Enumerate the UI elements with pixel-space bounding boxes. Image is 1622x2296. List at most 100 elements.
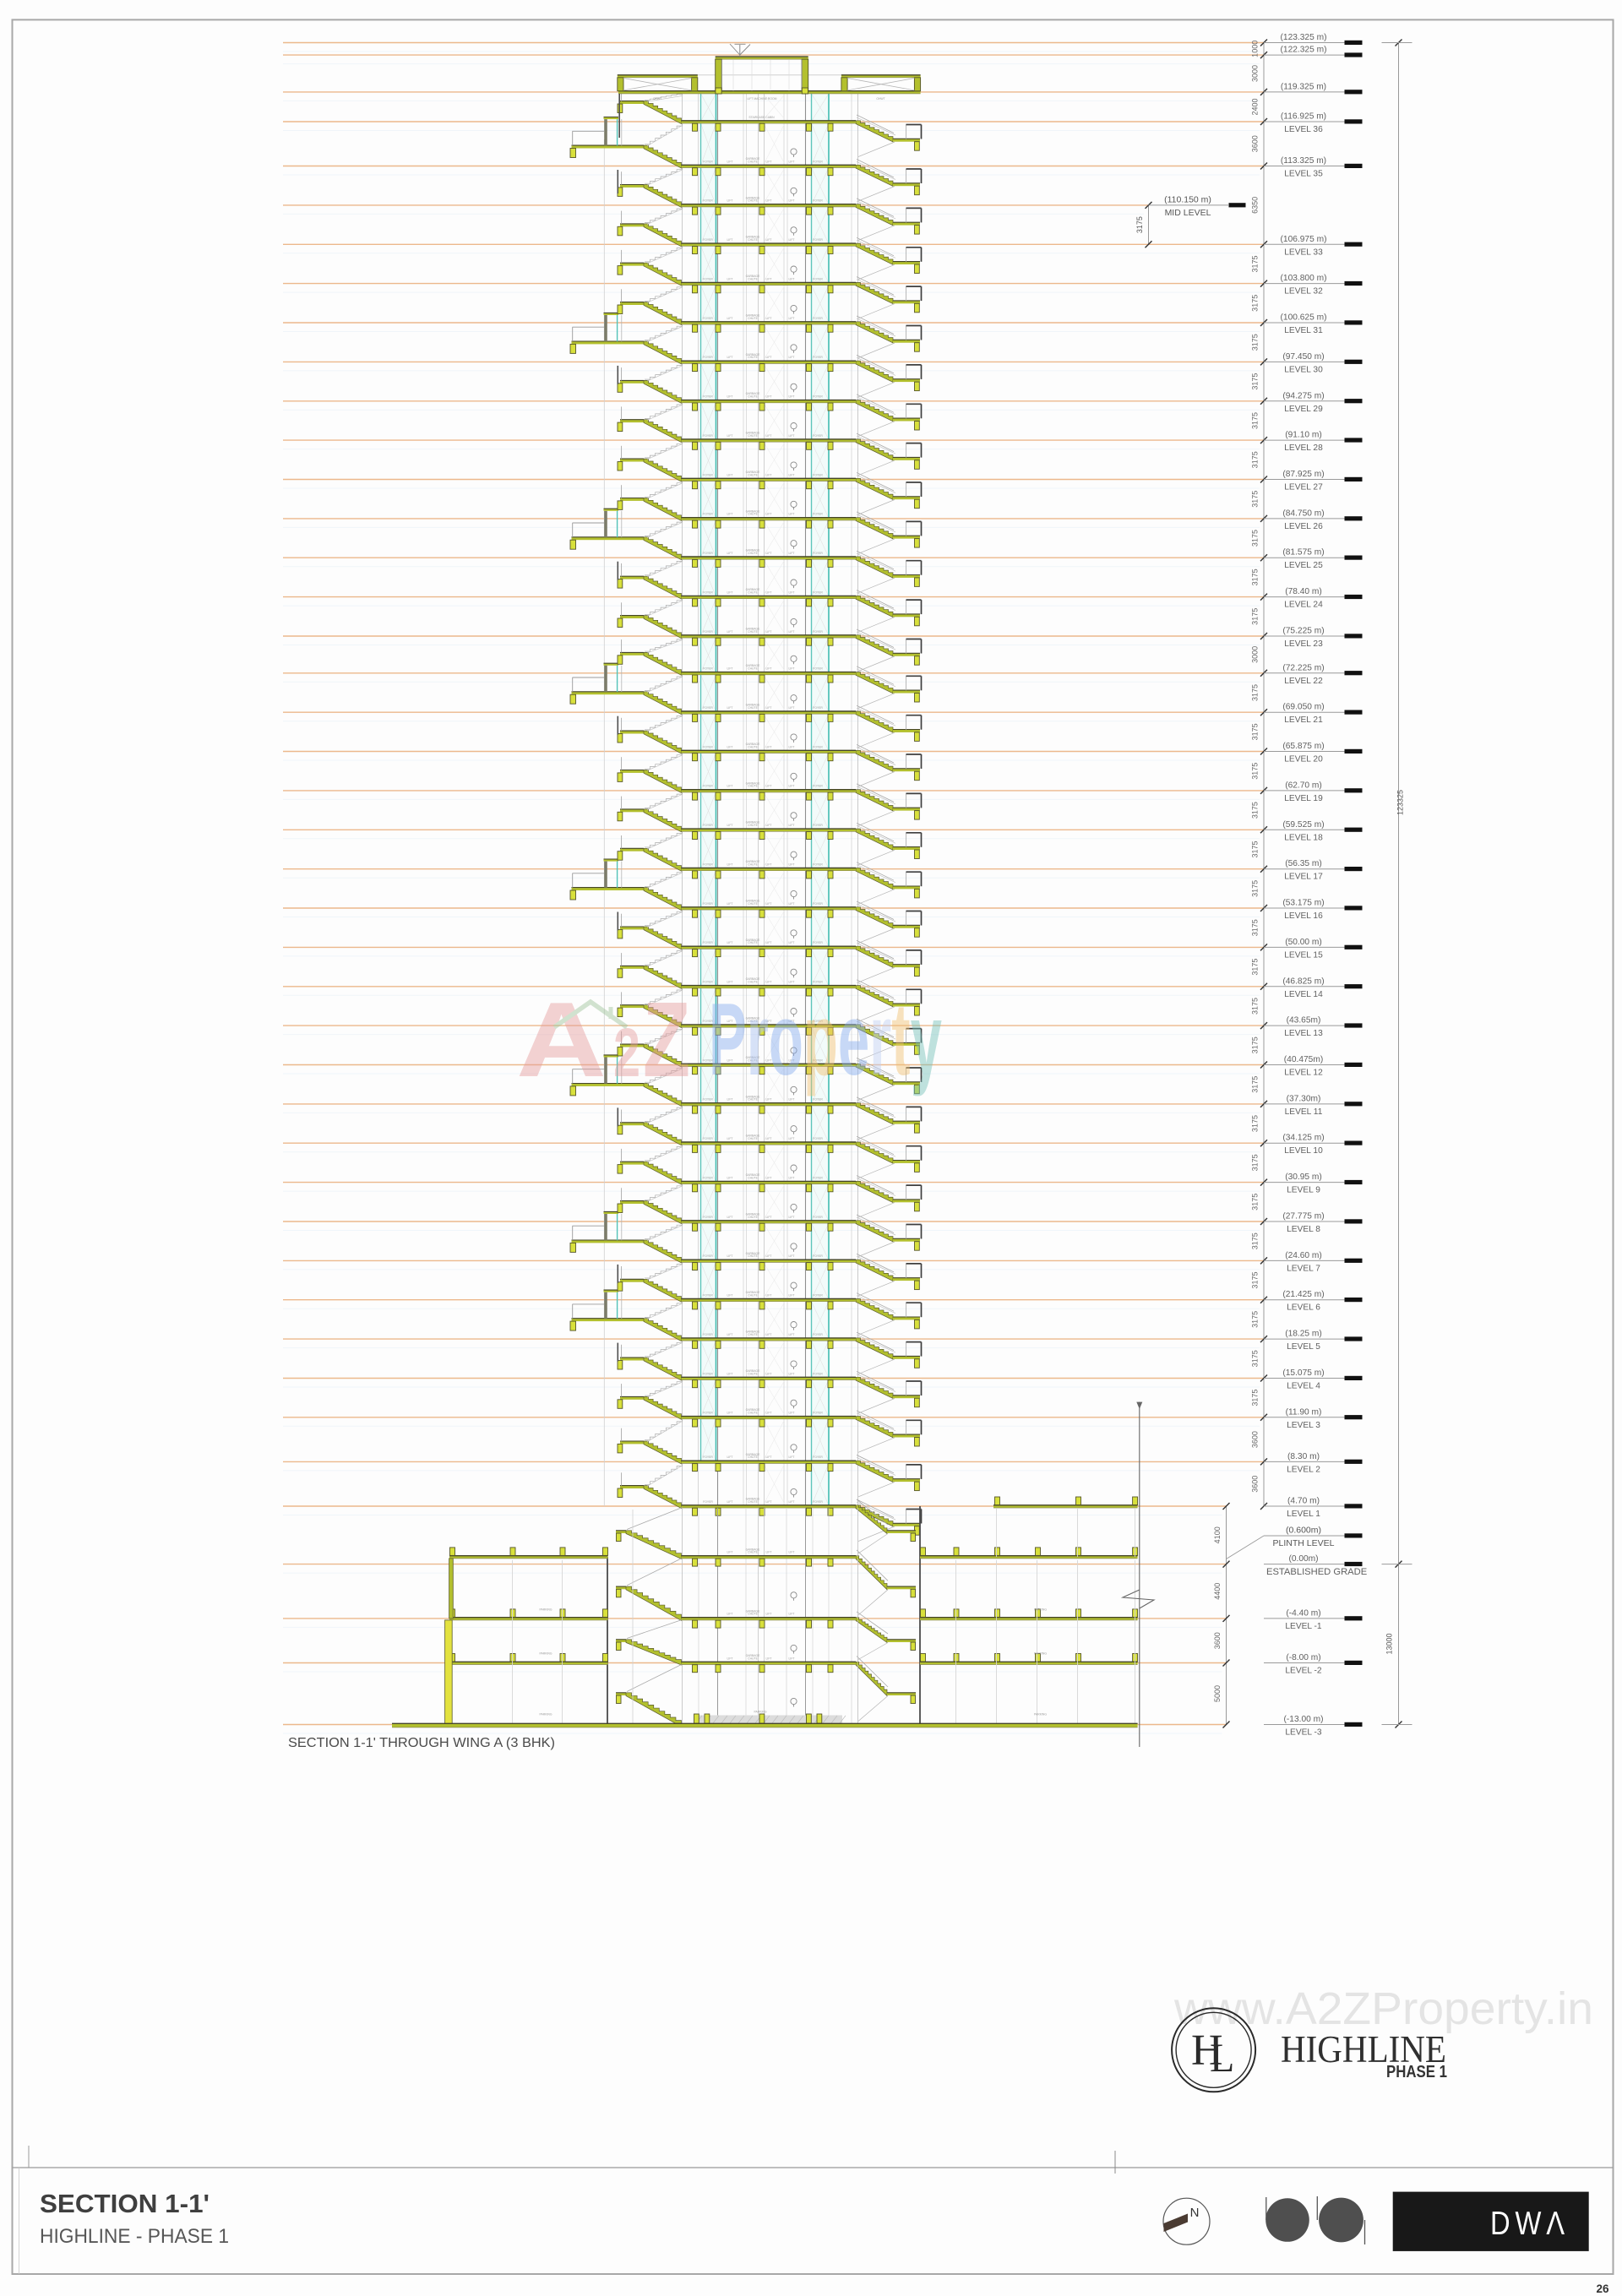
svg-text:LIFT: LIFT [727,667,733,671]
svg-text:www.A2ZProperty.in: www.A2ZProperty.in [1173,1983,1593,2034]
svg-text:GARBAGE: GARBAGE [746,1369,761,1373]
svg-text:(8.30 m): (8.30 m) [1287,1452,1320,1461]
svg-text:CHUTE: CHUTE [748,434,758,438]
svg-text:GARBAGE: GARBAGE [746,392,761,395]
svg-text:Property: Property [709,982,942,1096]
svg-text:LIFT: LIFT [789,277,795,280]
svg-text:3175: 3175 [1251,723,1260,740]
svg-text:LIFT: LIFT [727,824,733,827]
svg-text:LIFT: LIFT [727,1137,733,1140]
svg-text:LIFT: LIFT [766,160,772,163]
svg-text:FOYER: FOYER [703,1254,713,1258]
svg-text:CHUTE: CHUTE [748,238,758,242]
svg-text:CHUTE: CHUTE [748,552,758,555]
svg-text:CHUTE: CHUTE [748,1058,758,1062]
svg-text:LIFT: LIFT [766,1333,772,1336]
svg-text:FOYER: FOYER [703,473,713,476]
svg-text:LIFT: LIFT [789,1333,795,1336]
svg-text:FOYER: FOYER [703,238,713,242]
svg-text:LIFT: LIFT [789,552,795,555]
svg-text:LIFT: LIFT [766,902,772,906]
svg-text:LIFT: LIFT [766,1455,772,1459]
svg-text:LIFT: LIFT [789,1020,795,1023]
svg-text:FOYER: FOYER [813,981,823,984]
svg-text:LIFT: LIFT [727,552,733,555]
svg-text:FOYER: FOYER [703,981,713,984]
svg-text:LIFT: LIFT [727,1216,733,1219]
svg-text:FOYER: FOYER [703,941,713,944]
svg-text:LIFT: LIFT [766,434,772,438]
svg-text:1000: 1000 [1251,41,1260,57]
svg-text:FOYER: FOYER [703,1098,713,1102]
svg-text:LEVEL 22: LEVEL 22 [1284,677,1323,686]
svg-text:5000: 5000 [1213,1685,1222,1702]
svg-text:LEVEL 35: LEVEL 35 [1284,170,1323,179]
svg-text:GARBAGE: GARBAGE [746,1291,761,1294]
svg-text:LEVEL 12: LEVEL 12 [1284,1069,1323,1078]
svg-text:LIFT: LIFT [727,238,733,242]
svg-text:(40.475m): (40.475m) [1284,1055,1323,1064]
svg-text:(91.10 m): (91.10 m) [1285,431,1322,440]
svg-text:PARKING: PARKING [1034,1608,1047,1612]
svg-text:GARBAGE: GARBAGE [746,977,761,981]
svg-text:LIFT: LIFT [789,1176,795,1179]
svg-text:FOYER: FOYER [703,513,713,516]
svg-text:3175: 3175 [1251,608,1260,625]
svg-text:(56.35 m): (56.35 m) [1285,859,1322,868]
svg-text:GARBAGE: GARBAGE [746,860,761,863]
svg-text:3175: 3175 [1251,998,1260,1015]
svg-text:CHUTE: CHUTE [748,1500,758,1504]
svg-text:LIFT: LIFT [789,1294,795,1298]
svg-text:CHUTE: CHUTE [748,199,758,203]
svg-text:LIFT: LIFT [766,473,772,476]
svg-text:3175: 3175 [1251,373,1260,390]
svg-text:LIFT: LIFT [727,1098,733,1102]
svg-text:PARKING: PARKING [539,1652,552,1656]
svg-text:CHUTE: CHUTE [748,630,758,634]
svg-text:FOYER: FOYER [703,277,713,280]
svg-text:GARBAGE: GARBAGE [746,1330,761,1334]
svg-text:LIFT: LIFT [727,1333,733,1336]
svg-text:LIFT: LIFT [766,1551,772,1554]
svg-text:LIFT: LIFT [789,1098,795,1102]
svg-text:LEVEL 3: LEVEL 3 [1287,1421,1320,1430]
svg-text:GARBAGE: GARBAGE [746,1017,761,1020]
svg-text:LIFT: LIFT [727,160,733,163]
svg-text:LIFT: LIFT [727,395,733,399]
svg-text:LIFT: LIFT [727,1551,733,1554]
svg-text:LEVEL 6: LEVEL 6 [1287,1303,1320,1313]
svg-text:LIFT: LIFT [766,863,772,867]
svg-text:LIFT: LIFT [766,667,772,671]
svg-text:FOYER: FOYER [703,552,713,555]
svg-text:FOYER: FOYER [813,902,823,906]
svg-text:3000: 3000 [1251,65,1260,82]
svg-text:CHUTE: CHUTE [748,745,758,748]
svg-text:LIFT: LIFT [727,863,733,867]
svg-text:FOYER: FOYER [813,356,823,359]
svg-text:(37.30m): (37.30m) [1287,1094,1321,1103]
svg-text:3175: 3175 [1251,802,1260,819]
svg-text:GARBAGE: GARBAGE [746,899,761,902]
svg-text:GARBAGE: GARBAGE [746,313,761,317]
svg-text:3600: 3600 [1251,1476,1260,1493]
svg-text:(122.325 m): (122.325 m) [1281,46,1327,55]
svg-text:LIFT: LIFT [789,160,795,163]
svg-text:FOYER: FOYER [703,1333,713,1336]
svg-text:GARBAGE: GARBAGE [746,1173,761,1177]
svg-text:3175: 3175 [1251,530,1260,547]
svg-text:GARBAGE: GARBAGE [746,1095,761,1098]
svg-text:LEVEL 36: LEVEL 36 [1284,125,1323,134]
svg-text:LIFT: LIFT [766,1500,772,1504]
svg-text:LIFT: LIFT [766,1254,772,1258]
svg-text:LIFT: LIFT [727,1455,733,1459]
svg-text:(21.425 m): (21.425 m) [1282,1290,1324,1299]
svg-text:LIFT: LIFT [766,395,772,399]
svg-text:GARBAGE: GARBAGE [746,509,761,513]
svg-text:(0.00m): (0.00m) [1288,1554,1318,1564]
svg-text:(119.325 m): (119.325 m) [1281,82,1326,91]
svg-text:PARKING: PARKING [539,1608,552,1612]
svg-text:(46.825 m): (46.825 m) [1282,977,1324,986]
svg-text:3175: 3175 [1251,569,1260,585]
svg-text:FOYER: FOYER [703,1137,713,1140]
svg-text:(24.60 m): (24.60 m) [1285,1251,1322,1260]
